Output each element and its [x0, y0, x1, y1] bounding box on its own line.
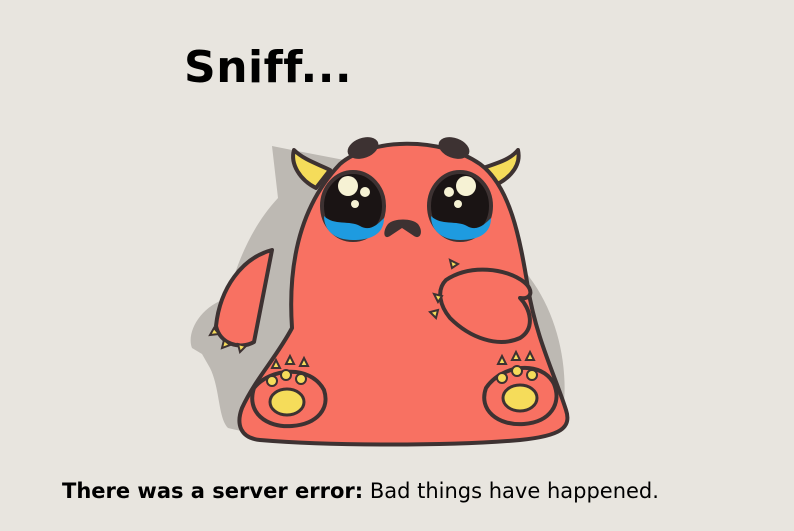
error-message: There was a server error: Bad things hav…: [62, 476, 659, 506]
error-message-lead: There was a server error:: [62, 479, 364, 503]
page-title: Sniff...: [184, 42, 353, 93]
monster-head-tufts: [347, 137, 470, 159]
monster-right-eye: [427, 170, 493, 242]
monster-right-foot: [482, 349, 559, 427]
monster-right-arm: [428, 258, 533, 344]
crying-monster-illustration: [190, 137, 570, 447]
monster-nose: [384, 219, 421, 238]
monster-left-eye: [320, 170, 386, 242]
error-message-detail: Bad things have happened.: [369, 479, 659, 503]
monster-left-arm: [208, 248, 274, 354]
monster-left-foot: [250, 353, 328, 429]
